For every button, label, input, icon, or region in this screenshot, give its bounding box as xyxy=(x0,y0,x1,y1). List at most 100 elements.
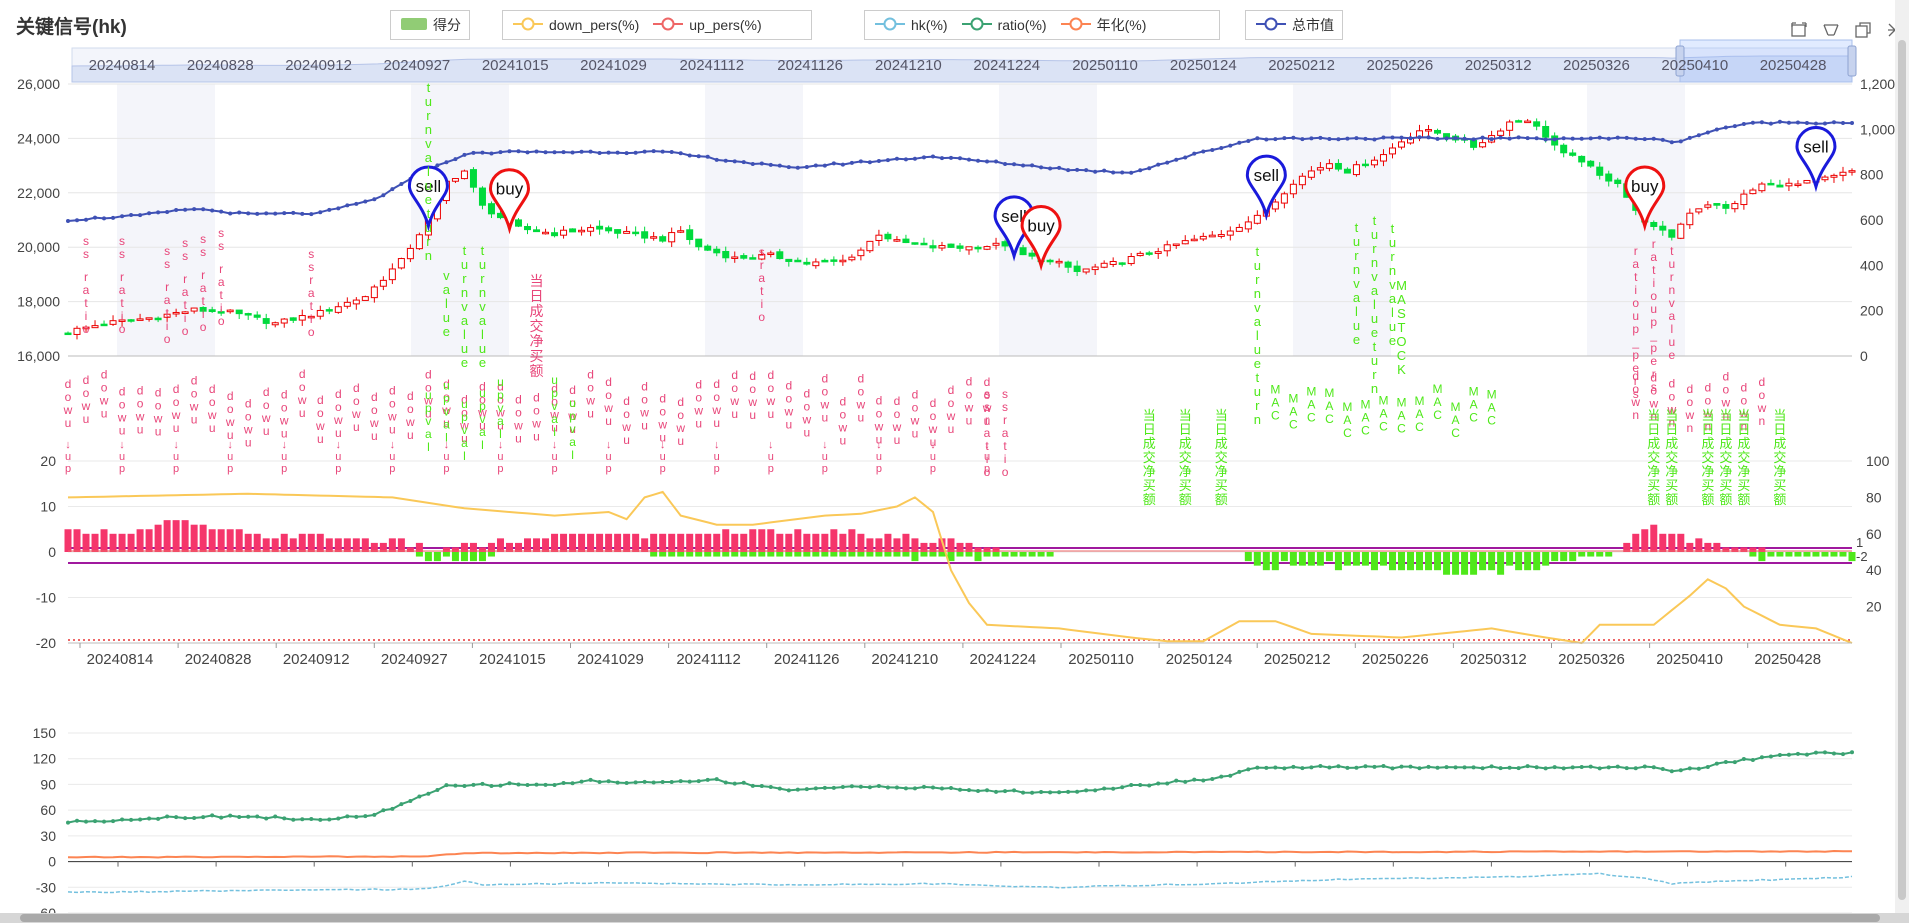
annotation-char: 买 xyxy=(1773,478,1786,493)
annotation-char: ↓ xyxy=(552,439,558,451)
ratio-line-point xyxy=(903,786,908,791)
price-tick-label: 16,000 xyxy=(17,348,60,364)
annotation-char: u xyxy=(984,414,991,428)
pers-tick-label: -2 xyxy=(1856,549,1868,564)
annotation-char: o xyxy=(767,381,774,395)
ratio-line-point xyxy=(1174,778,1179,783)
vertical-scrollbar[interactable] xyxy=(1895,0,1909,913)
market-cap-point xyxy=(958,156,962,161)
annotation-char: o xyxy=(605,388,612,402)
market-cap-point xyxy=(237,210,242,215)
annotation-char: u xyxy=(137,423,144,437)
annotation-char: p xyxy=(425,401,432,415)
annotation-char: ↓ xyxy=(444,439,450,451)
market-cap-point xyxy=(1732,124,1737,129)
ratio-tick-label: -60 xyxy=(36,905,56,913)
score-bar xyxy=(433,552,441,562)
annotation-char: u xyxy=(966,413,973,427)
annotation-char: o xyxy=(966,387,973,401)
market-cap-point xyxy=(300,211,305,216)
candle xyxy=(343,301,351,307)
market-cap-point xyxy=(723,158,728,163)
score-bar xyxy=(1713,542,1721,552)
score-bar xyxy=(992,552,1000,557)
candle xyxy=(641,231,649,239)
annotation-char: o xyxy=(623,407,630,421)
score-bar xyxy=(803,552,811,557)
annotation-char: o xyxy=(758,310,765,324)
annotation-char: d xyxy=(876,393,883,407)
macd-annotation: MAC xyxy=(1360,397,1370,437)
annotation-char: d xyxy=(1650,370,1657,384)
ratio-annotation: ratio xyxy=(200,268,207,334)
zoom-icon[interactable] xyxy=(1789,20,1809,40)
annotation-char: u xyxy=(281,451,287,463)
legend-item[interactable]: 得分 xyxy=(401,15,461,35)
annotation-char: r xyxy=(219,262,223,276)
annotation-char: A xyxy=(1488,400,1496,414)
candle xyxy=(1154,251,1162,254)
candle xyxy=(1343,168,1351,174)
zoom-reset-icon[interactable] xyxy=(1821,20,1841,40)
annotation-char: t xyxy=(427,206,431,221)
score-bar xyxy=(442,547,450,552)
annotation-char: s xyxy=(1633,387,1639,401)
score-bar xyxy=(280,533,288,552)
annotation-char: l xyxy=(1256,328,1259,343)
candle xyxy=(1569,152,1577,156)
annotation-char: s xyxy=(182,236,188,250)
annotation-char: t xyxy=(427,80,431,95)
annotation-char: a xyxy=(497,414,504,428)
annotation-char: o xyxy=(551,395,558,409)
legend-item[interactable]: up_pers(%) xyxy=(653,17,762,34)
candle xyxy=(280,318,288,324)
ratio-annotation: ratio xyxy=(83,270,90,336)
score-tick-label: 20 xyxy=(40,453,56,469)
restore-icon[interactable] xyxy=(1853,20,1873,40)
candle xyxy=(1046,259,1054,263)
market-cap-point xyxy=(1084,168,1089,173)
candle xyxy=(1425,129,1433,132)
annotation-char: o xyxy=(1002,465,1009,479)
vertical-scroll-thumb[interactable] xyxy=(1898,40,1906,900)
annotation-char: u xyxy=(1371,353,1378,368)
score-bar xyxy=(722,552,730,557)
annotation-char: u xyxy=(245,436,252,450)
candle xyxy=(1497,130,1505,136)
annotation-char: 当 xyxy=(530,273,544,289)
annotation-char: d xyxy=(353,381,360,395)
legend-item[interactable]: hk(%) xyxy=(875,17,948,34)
annotation-char: C xyxy=(1451,426,1460,440)
ratio-annotation: ss xyxy=(182,236,188,263)
annotation-char: o xyxy=(155,398,162,412)
candle xyxy=(1740,193,1748,206)
market-cap-point xyxy=(687,153,692,158)
annotation-char: 成 xyxy=(1143,436,1156,451)
annotation-char: v xyxy=(461,423,467,437)
annotation-char: A xyxy=(1325,399,1333,413)
candle xyxy=(289,317,297,321)
annotation-char: M xyxy=(1378,394,1388,408)
horizontal-scrollbar[interactable] xyxy=(0,913,1909,923)
score-bar xyxy=(884,552,892,557)
legend-item[interactable]: ratio(%) xyxy=(961,17,1047,34)
horizontal-scroll-thumb[interactable] xyxy=(20,914,1880,922)
annotation-char: 交 xyxy=(530,318,544,334)
annotation-char: w xyxy=(135,410,145,424)
up-pers-annotation: ↓up xyxy=(65,439,71,475)
annotation-char: C xyxy=(1271,408,1280,422)
ratio-line xyxy=(67,751,1853,824)
market-cap-point xyxy=(1030,163,1035,168)
legend-item[interactable]: down_pers(%) xyxy=(513,17,639,34)
ratio-line-point xyxy=(1453,765,1458,770)
score-bar xyxy=(911,538,919,552)
score-bar xyxy=(1515,552,1523,571)
candle xyxy=(469,169,477,188)
annotation-char: p xyxy=(119,463,125,475)
legend-item[interactable]: 总市值 xyxy=(1256,15,1334,35)
legend-item[interactable]: 年化(%) xyxy=(1060,15,1146,35)
